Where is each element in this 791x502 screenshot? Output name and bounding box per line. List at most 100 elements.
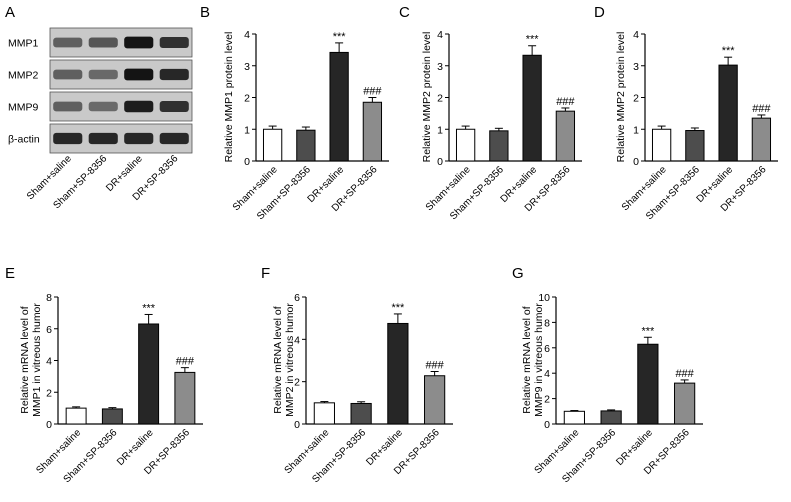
significance-label: ### [363,86,382,98]
y-axis-label-line: Relative MMP1 protein level [223,32,235,163]
significance-label: ### [425,360,444,372]
panel-letter: C [399,4,410,21]
significance-label: ### [752,103,771,115]
blot-band [53,101,83,112]
significance-label: *** [722,45,736,57]
y-tick-label: 2 [437,93,443,105]
y-tick-label: 4 [244,29,250,41]
bar [718,64,738,162]
y-tick-label: 0 [244,156,250,168]
y-axis-label: Relative mRNA level ofMMP1 in vitreous h… [19,303,43,417]
significance-label: ### [556,96,575,108]
bar [387,322,409,425]
blot-band [159,37,189,48]
y-axis-label: Relative MMP2 protein level [615,32,627,163]
blot-band [53,69,83,80]
panel-letter: B [200,4,210,21]
significance-label: ### [675,368,694,380]
y-axis-label: Relative MMP2 protein level [421,32,433,163]
blot-band [88,37,118,48]
blot-row-label: β-actin [8,134,40,146]
y-tick-label: 6 [544,343,550,355]
bar [651,128,672,162]
bar [296,129,316,162]
panel-letter: E [5,265,15,282]
bar [65,407,87,425]
y-axis-label-line: MMP9 in vitreous humor [533,303,545,417]
y-tick-label: 1 [437,124,443,136]
bar [138,323,160,425]
y-tick-label: 4 [437,29,443,41]
y-axis-label: Relative mRNA level ofMMP9 in vitreous h… [521,303,545,417]
y-tick-label: 1 [633,124,639,136]
y-tick-label: 2 [46,387,52,399]
blot-band [159,101,189,112]
blot-band [53,132,83,145]
y-axis-label-line: Relative mRNA level of [272,306,284,413]
y-tick-label: 4 [294,334,300,346]
y-axis-label-line: Relative MMP2 protein level [421,32,433,163]
blot-band [88,132,118,145]
bar [600,410,622,425]
y-tick-label: 4 [633,29,639,41]
y-tick-label: 2 [544,394,550,406]
bar [563,410,585,425]
y-tick-label: 2 [244,93,250,105]
y-tick-label: 0 [437,156,443,168]
y-tick-label: 3 [633,61,639,73]
y-axis-label: Relative MMP1 protein level [223,32,235,163]
y-axis-label-line: MMP1 in vitreous humor [31,303,43,417]
blot-row-label: MMP2 [8,70,38,82]
bar [685,130,705,162]
blot-band [159,132,189,145]
y-tick-label: 6 [46,324,52,336]
panel-letter: F [261,265,270,282]
bar [101,408,123,425]
bar [362,101,383,162]
y-tick-label: 3 [437,61,443,73]
bar [455,128,476,162]
y-tick-label: 0 [633,156,639,168]
significance-label: *** [333,31,347,43]
y-tick-label: 8 [46,292,52,304]
y-axis-label: Relative mRNA level ofMMP2 in vitreous h… [272,303,296,417]
y-axis-label-line: Relative mRNA level of [19,306,31,413]
bar [555,110,576,162]
significance-label: *** [641,325,655,337]
y-axis-label-line: MMP2 in vitreous humor [284,303,296,417]
y-tick-label: 0 [294,419,300,431]
y-tick-label: 6 [294,292,300,304]
blot-row-label: MMP1 [8,38,38,50]
bar [350,402,372,425]
significance-label: *** [391,302,405,314]
bar [489,130,509,162]
bar [674,382,696,425]
panel-letter: A [5,4,15,21]
blot-band [124,36,154,49]
y-tick-label: 4 [46,356,52,368]
y-tick-label: 10 [538,292,550,304]
y-axis-label-line: Relative mRNA level of [521,306,533,413]
blot-band [88,101,118,112]
bar [262,128,283,162]
bar [424,375,446,425]
y-axis-label-line: Relative MMP2 protein level [615,32,627,163]
blot-band [124,132,154,145]
significance-label: *** [526,34,540,46]
panel-letter: D [594,4,605,21]
y-tick-label: 2 [633,93,639,105]
significance-label: ### [176,356,195,368]
panel-letter: G [512,265,524,282]
bar [637,343,659,425]
panel-a: AMMP1MMP2MMP9β-actinSham+salineSham+SP-8… [5,4,193,211]
y-tick-label: 1 [244,124,250,136]
y-tick-label: 4 [544,368,550,380]
blot-band [159,68,189,81]
blot-band [53,37,83,48]
significance-label: *** [142,302,156,314]
